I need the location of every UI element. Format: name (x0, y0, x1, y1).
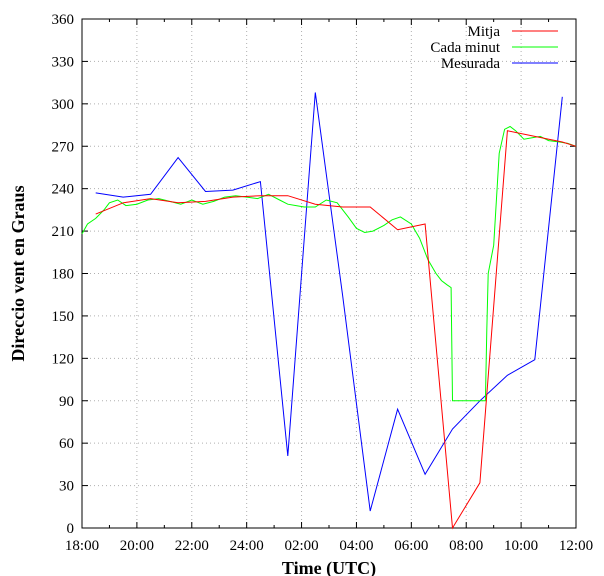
x-tick-label: 06:00 (394, 538, 428, 554)
x-tick-label: 22:00 (175, 538, 209, 554)
y-tick-label: 330 (52, 54, 75, 70)
y-tick-label: 150 (52, 309, 75, 325)
x-tick-label: 04:00 (339, 538, 373, 554)
y-tick-label: 240 (52, 182, 75, 198)
y-tick-label: 180 (52, 267, 75, 283)
y-tick-label: 300 (52, 97, 75, 113)
y-tick-label: 60 (59, 436, 74, 452)
ticks: 0 30 60 90 120 150 180 210 240 270 300 330 360 18:00 2… (52, 12, 594, 554)
y-tick-label: 120 (52, 351, 75, 367)
series-lines (81, 92, 577, 530)
grid (82, 19, 576, 528)
legend-label-cada-minut: Cada minut (430, 40, 500, 56)
series-line-cada-minut (81, 125, 577, 402)
legend-label-mesurada: Mesurada (441, 56, 500, 72)
plot-frame (81, 18, 577, 529)
x-tick-label: 08:00 (449, 538, 483, 554)
y-tick-label: 270 (52, 139, 75, 155)
x-tick-label: 10:00 (504, 538, 538, 554)
y-tick-label: 0 (67, 521, 75, 537)
y-tick-label: 210 (52, 224, 75, 240)
x-tick-label: 24:00 (230, 538, 264, 554)
y-tick-label: 360 (52, 12, 75, 28)
legend: Mitja Cada minut Mesurada (430, 24, 558, 72)
y-axis-title: Direccio vent en Graus (8, 185, 28, 361)
series-line-mesurada (95, 92, 563, 512)
legend-label-mitja: Mitja (468, 24, 501, 40)
x-tick-label: 02:00 (284, 538, 318, 554)
x-tick-label: 12:00 (559, 538, 593, 554)
series-line-mitja (95, 130, 577, 530)
x-axis-title: Time (UTC) (282, 558, 376, 576)
x-tick-label: 20:00 (120, 538, 154, 554)
x-tick-label: 18:00 (65, 538, 99, 554)
y-tick-label: 90 (59, 394, 74, 410)
y-tick-label: 30 (59, 479, 74, 495)
